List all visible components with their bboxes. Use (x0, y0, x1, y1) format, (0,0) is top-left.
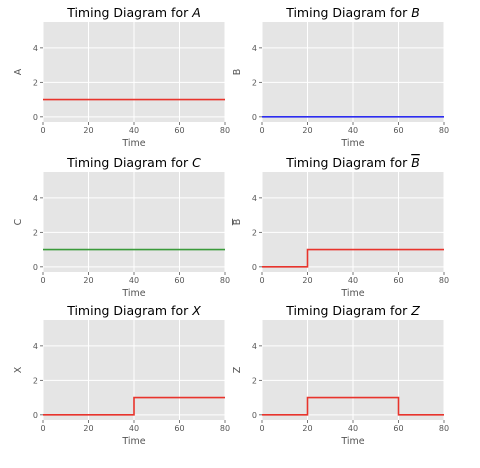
chart-5-ytick-label: 0 (33, 411, 38, 420)
chart-1-xtick-label: 60 (174, 126, 184, 135)
chart-5-xtick-label: 60 (174, 424, 184, 433)
chart-4-xtick-label: 80 (439, 276, 449, 285)
chart-5-axes: 0 20 40 60 80 0 2 4 Timing Diagram for X Time X (13, 303, 230, 447)
chart-5-ytick-label: 2 (33, 376, 38, 385)
chart-3-ytick-label: 4 (33, 194, 38, 203)
chart-5-xtick-label: 20 (83, 424, 93, 433)
chart-2-ytick-label: 4 (252, 44, 257, 53)
chart-4-title-variable: B (411, 155, 420, 170)
chart-3-xtick-label: 20 (83, 276, 93, 285)
chart-6-xtick-label: 60 (393, 424, 403, 433)
chart-3-xtick-label: 80 (220, 276, 230, 285)
chart-4-title-prefix: Timing Diagram for (285, 155, 411, 170)
chart-3-title-variable: C (192, 155, 201, 170)
chart-2-ytick-label: 2 (252, 78, 257, 87)
chart-4-title: Timing Diagram for B (285, 155, 420, 170)
chart-6-axes: 0 20 40 60 80 0 2 4 Timing Diagram for Z Time Z (232, 303, 449, 447)
chart-5-xtick-label: 80 (220, 424, 230, 433)
chart-6-title-variable: Z (410, 303, 420, 318)
chart-3-title-prefix: Timing Diagram for (66, 155, 192, 170)
chart-4-xtick-label: 60 (393, 276, 403, 285)
chart-4-xtick-label: 0 (259, 276, 264, 285)
chart-1-xtick-label: 20 (83, 126, 93, 135)
chart-1-xlabel: Time (121, 138, 145, 149)
chart-5-ylabel: X (13, 366, 24, 373)
chart-4-signal-line (262, 248, 444, 268)
chart-3-ytick-label: 2 (33, 228, 38, 237)
chart-5-xtick-label: 40 (129, 424, 139, 433)
chart-5-signal-line (43, 396, 225, 416)
chart-6-ylabel: Z (232, 366, 243, 373)
chart-6-xtick-label: 0 (259, 424, 264, 433)
chart-3-ylabel: C (13, 218, 24, 225)
chart-1-ytick-label: 0 (33, 113, 38, 122)
chart-2-xtick-label: 20 (302, 126, 312, 135)
chart-6-xtick-label: 80 (439, 424, 449, 433)
chart-1-axes: 0 20 40 60 80 0 2 4 Timing Diagram for A Time A (13, 5, 230, 149)
chart-2-ylabel: B (232, 69, 243, 76)
chart-6-ytick-label: 2 (252, 376, 257, 385)
chart-5-xtick-label: 0 (40, 424, 45, 433)
chart-5-xlabel: Time (121, 436, 145, 447)
chart-4-xlabel: Time (340, 288, 364, 299)
chart-3-axes: 0 20 40 60 80 0 2 4 Timing Diagram for C Time C (13, 155, 230, 299)
chart-2-axes: 0 20 40 60 80 0 2 4 Timing Diagram for B Time B (232, 5, 449, 149)
chart-4-xtick-label: 40 (348, 276, 358, 285)
chart-3-xtick-label: 40 (129, 276, 139, 285)
chart-5-title-variable: X (191, 303, 201, 318)
chart-6-xtick-label: 20 (302, 424, 312, 433)
chart-5-title: Timing Diagram for X (66, 303, 201, 318)
chart-3-xlabel: Time (121, 288, 145, 299)
chart-5-ytick-label: 4 (33, 342, 38, 351)
chart-2-xtick-label: 60 (393, 126, 403, 135)
chart-1-xtick-label: 80 (220, 126, 230, 135)
chart-3-xtick-label: 60 (174, 276, 184, 285)
chart-2-title-variable: B (411, 5, 420, 20)
chart-3-ytick-label: 0 (33, 263, 38, 272)
chart-3-xtick-label: 0 (40, 276, 45, 285)
chart-2-ytick-label: 0 (252, 113, 257, 122)
chart-4-axes: 0 20 40 60 80 0 2 4 Timing Diagram for B Time B (232, 155, 449, 299)
chart-1-ylabel: A (13, 68, 24, 75)
chart-6-ytick-label: 4 (252, 342, 257, 351)
chart-1-xtick-label: 0 (40, 126, 45, 135)
chart-1-title: Timing Diagram for A (66, 5, 201, 20)
chart-4-ytick-label: 2 (252, 228, 257, 237)
chart-2-title: Timing Diagram for B (285, 5, 420, 20)
chart-6-title: Timing Diagram for Z (285, 303, 420, 318)
chart-3-title: Timing Diagram for C (66, 155, 201, 170)
chart-6-signal-line (262, 396, 444, 416)
chart-5-title-prefix: Timing Diagram for (66, 303, 192, 318)
chart-2-title-prefix: Timing Diagram for (285, 5, 411, 20)
chart-1-xtick-label: 40 (129, 126, 139, 135)
chart-1-ytick-label: 4 (33, 44, 38, 53)
chart-4-ytick-label: 4 (252, 194, 257, 203)
chart-4-ytick-label: 0 (252, 263, 257, 272)
chart-2-xtick-label: 0 (259, 126, 264, 135)
chart-2-xlabel: Time (340, 138, 364, 149)
chart-1-title-variable: A (191, 5, 201, 20)
chart-1-title-prefix: Timing Diagram for (66, 5, 192, 20)
chart-6-title-prefix: Timing Diagram for (285, 303, 411, 318)
chart-4-ylabel: B (232, 219, 243, 226)
chart-2-xtick-label: 40 (348, 126, 358, 135)
chart-1-ytick-label: 2 (33, 78, 38, 87)
chart-6-xtick-label: 40 (348, 424, 358, 433)
chart-6-ytick-label: 0 (252, 411, 257, 420)
chart-6-xlabel: Time (340, 436, 364, 447)
chart-2-xtick-label: 80 (439, 126, 449, 135)
chart-4-xtick-label: 20 (302, 276, 312, 285)
